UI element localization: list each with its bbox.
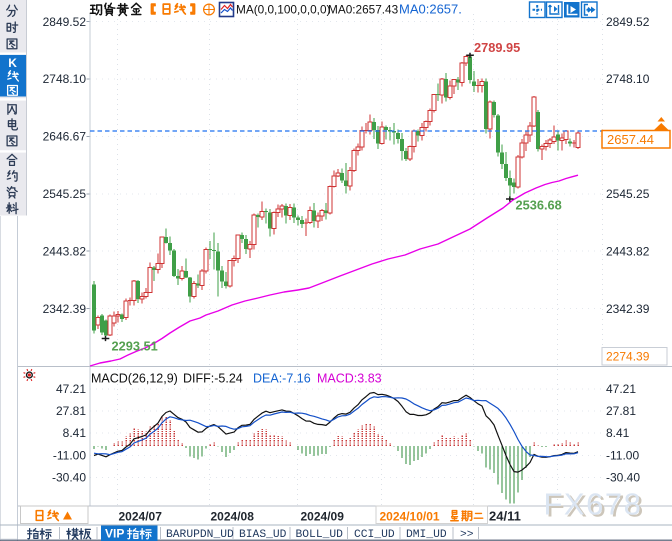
svg-text:MACD(26,12,9): MACD(26,12,9) — [91, 372, 178, 386]
svg-text:BIAS_UD: BIAS_UD — [239, 529, 287, 541]
svg-text:-11.00: -11.00 — [53, 449, 86, 463]
svg-text:VIP: VIP — [105, 527, 124, 541]
svg-text:DIFF:-5.24: DIFF:-5.24 — [183, 372, 243, 386]
svg-text:2443.82: 2443.82 — [606, 244, 650, 258]
svg-text:MA0:2657.: MA0:2657. — [399, 2, 462, 17]
svg-text:47.21: 47.21 — [606, 382, 636, 396]
svg-text:2545.25: 2545.25 — [43, 187, 87, 201]
svg-text:2024/09: 2024/09 — [301, 510, 345, 524]
svg-text:2342.39: 2342.39 — [43, 302, 87, 316]
svg-text:2443.82: 2443.82 — [43, 244, 87, 258]
svg-text:CCI_UD: CCI_UD — [354, 529, 395, 541]
svg-text:MA(0,0,100,0,0,0): MA(0,0,100,0,0,0) — [236, 3, 330, 17]
svg-text:MA0:2657.43: MA0:2657.43 — [328, 3, 399, 17]
svg-text:47.21: 47.21 — [56, 382, 86, 396]
svg-text:2646.67: 2646.67 — [43, 130, 87, 144]
svg-text:FX678: FX678 — [546, 489, 645, 524]
svg-text:2849.52: 2849.52 — [43, 15, 87, 29]
svg-text:FX678: FX678 — [544, 487, 643, 522]
svg-text:-11.00: -11.00 — [606, 449, 639, 463]
svg-text:2748.10: 2748.10 — [43, 72, 87, 86]
svg-text:DMI_UD: DMI_UD — [406, 529, 447, 541]
svg-text:8.41: 8.41 — [63, 426, 87, 440]
svg-text:8.41: 8.41 — [606, 426, 630, 440]
svg-text:BARUPDN_UD: BARUPDN_UD — [166, 529, 234, 541]
svg-text:-30.40: -30.40 — [606, 471, 640, 485]
svg-text:2536.68: 2536.68 — [516, 198, 562, 213]
svg-text:MACD:3.83: MACD:3.83 — [317, 372, 382, 386]
svg-text:2748.10: 2748.10 — [606, 72, 650, 86]
svg-text:K: K — [8, 56, 17, 70]
svg-text:2849.52: 2849.52 — [606, 15, 650, 29]
svg-text:2024/07: 2024/07 — [119, 510, 163, 524]
svg-text:24/11: 24/11 — [489, 509, 521, 524]
svg-text:2293.51: 2293.51 — [112, 339, 158, 354]
svg-text:2024/08: 2024/08 — [211, 510, 255, 524]
svg-text:27.81: 27.81 — [56, 404, 86, 418]
svg-text:-30.40: -30.40 — [52, 471, 86, 485]
svg-text:>>: >> — [460, 529, 474, 541]
svg-text:2024/10/01: 2024/10/01 — [380, 510, 440, 524]
svg-text:2274.39: 2274.39 — [606, 350, 650, 364]
svg-text:2657.44: 2657.44 — [607, 132, 654, 147]
svg-text:DEA:-7.16: DEA:-7.16 — [253, 372, 311, 386]
svg-text:27.81: 27.81 — [606, 404, 636, 418]
svg-text:2545.25: 2545.25 — [606, 187, 650, 201]
svg-text:2789.95: 2789.95 — [474, 40, 520, 55]
svg-text:2342.39: 2342.39 — [606, 302, 650, 316]
svg-text:BOLL_UD: BOLL_UD — [296, 529, 344, 541]
